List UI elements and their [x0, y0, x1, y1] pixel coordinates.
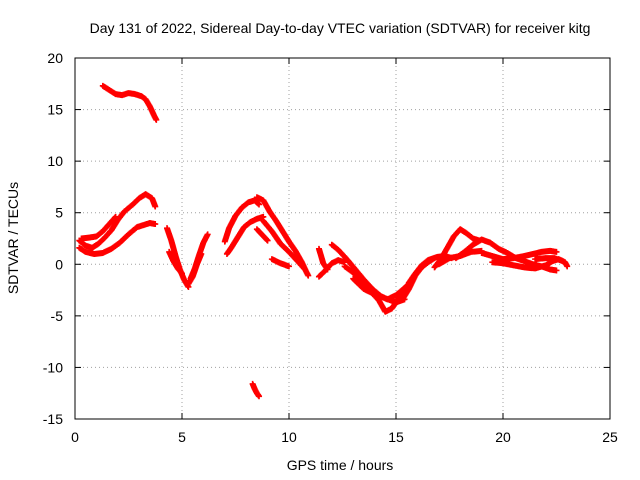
y-tick-label: -5 — [51, 308, 64, 324]
y-tick-label: 0 — [55, 256, 63, 272]
data-point-markers — [268, 256, 292, 270]
series-arc-l — [253, 226, 271, 244]
data-point-markers — [76, 191, 159, 251]
series-arc-k — [249, 380, 263, 400]
data-point-markers — [166, 248, 185, 277]
series-arc-i — [221, 197, 263, 245]
grid-lines — [75, 58, 610, 419]
series-arc-o — [268, 256, 292, 270]
x-tick-label: 10 — [281, 429, 297, 445]
x-tick-label: 0 — [71, 429, 79, 445]
x-tick-label: 5 — [178, 429, 186, 445]
data-point-markers — [249, 380, 263, 400]
x-axis-label: GPS time / hours — [287, 457, 394, 473]
series-arc-z — [478, 247, 560, 263]
data-point-markers — [399, 255, 438, 303]
series-arc-q — [315, 257, 348, 280]
y-tick-label: 10 — [47, 153, 63, 169]
data-point-markers — [221, 197, 263, 245]
series-arc-h — [185, 250, 205, 287]
data-points — [76, 82, 571, 400]
x-tick-label: 20 — [495, 429, 511, 445]
series-arc-d — [99, 82, 160, 123]
data-point-markers — [532, 255, 566, 265]
series-arc-c — [78, 213, 119, 242]
y-tick-label: 20 — [47, 50, 63, 66]
y-tick-label: 5 — [55, 205, 63, 221]
data-point-markers — [315, 257, 348, 280]
x-tick-label: 25 — [602, 429, 618, 445]
data-point-markers — [78, 213, 119, 242]
data-point-markers — [478, 247, 560, 263]
series-arc-n — [260, 217, 307, 272]
y-tick-label: -15 — [43, 411, 63, 427]
data-point-markers — [223, 213, 267, 257]
x-tick-label: 15 — [388, 429, 404, 445]
y-axis-label: SDTVAR / TECUs — [5, 182, 21, 294]
plot-frame — [74, 57, 611, 420]
series-arc-t — [350, 275, 408, 306]
data-point-markers — [253, 226, 271, 244]
series-arc-f — [166, 248, 185, 277]
data-point-markers — [185, 250, 205, 287]
series-arc-zb — [532, 255, 566, 265]
series-arc-a — [76, 191, 159, 251]
data-point-markers — [350, 275, 408, 306]
y-tick-label: 15 — [47, 102, 63, 118]
y-tick-label: -10 — [43, 359, 63, 375]
data-point-markers — [76, 220, 159, 257]
series-arc-j — [223, 213, 267, 257]
data-point-markers — [99, 82, 160, 123]
data-point-markers — [260, 217, 307, 272]
tick-labels: 0 5 10 15 20 25 -15 -10 -5 0 5 10 15 20 — [43, 50, 618, 445]
series-arc-b — [76, 220, 159, 257]
chart-title: Day 131 of 2022, Sidereal Day-to-day VTE… — [90, 20, 591, 36]
series-arc-u — [399, 255, 438, 303]
